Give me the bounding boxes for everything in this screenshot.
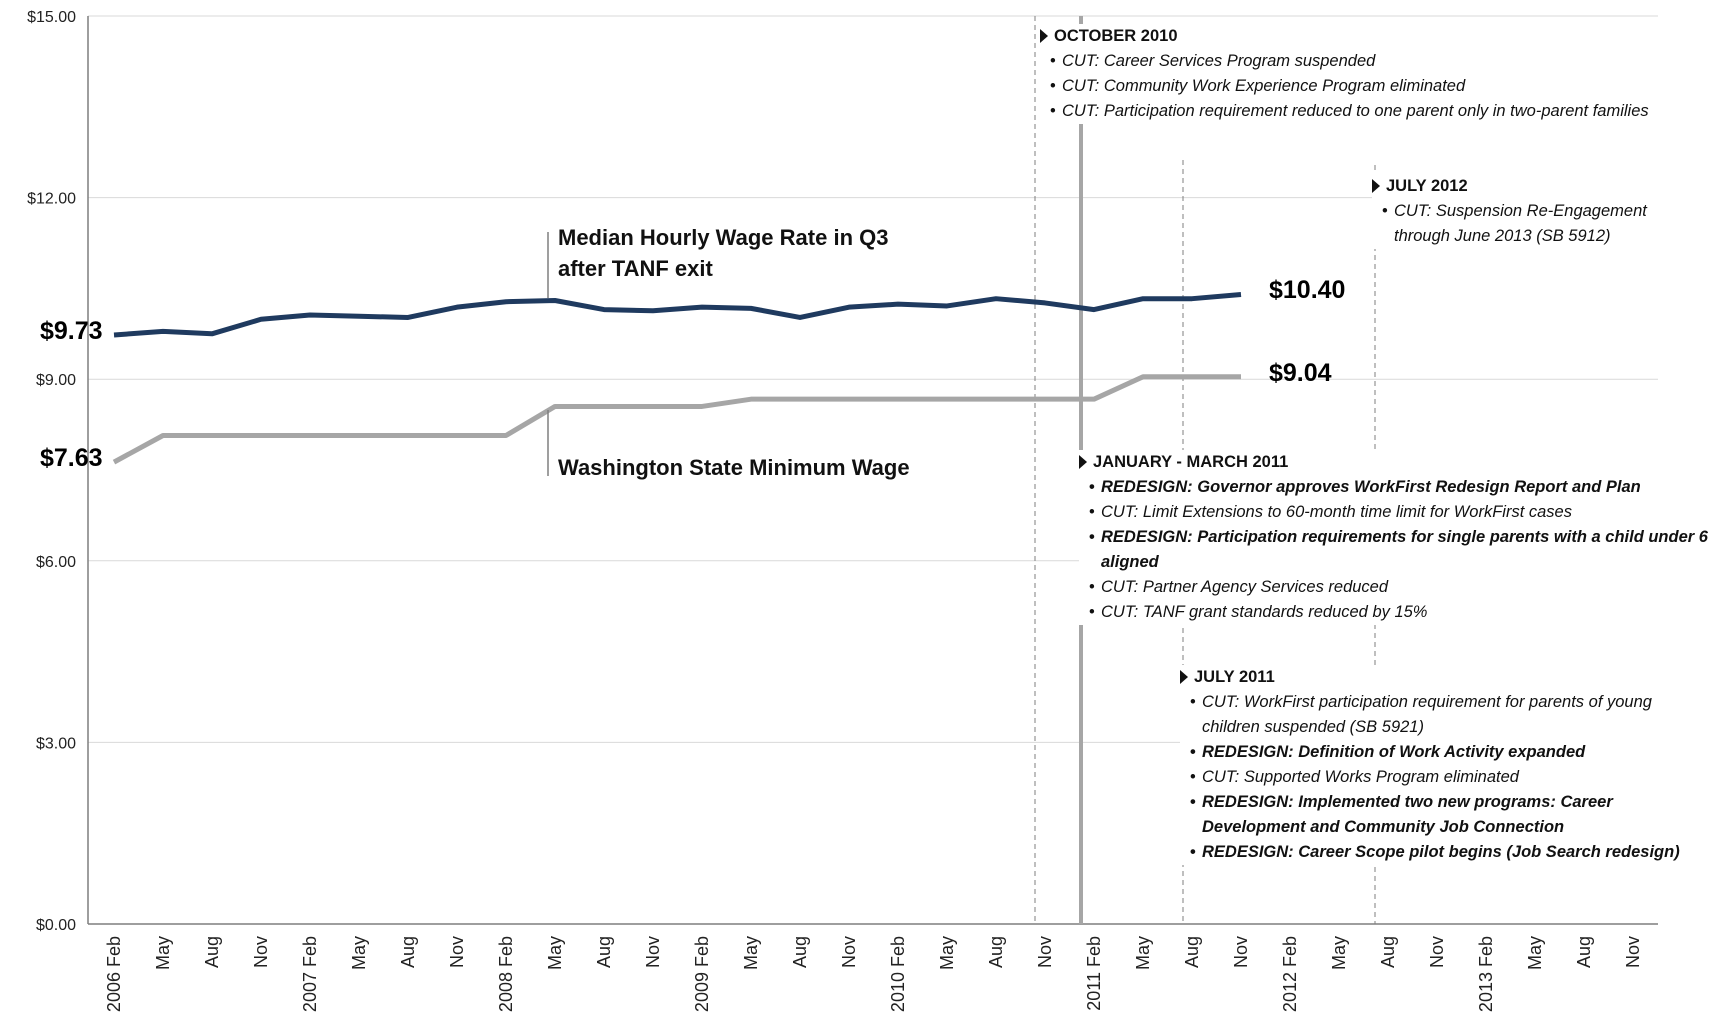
event-item: CUT: Community Work Experience Program e… [1040,74,1700,99]
event-item: CUT: TANF grant standards reduced by 15% [1079,600,1718,625]
x-tick-label: Nov [839,936,859,968]
x-tick-label: May [1525,936,1545,970]
x-tick-label: Aug [1574,936,1594,968]
x-tick-label: Nov [1623,936,1643,968]
event-item: CUT: Participation requirement reduced t… [1040,99,1700,124]
event-annotation: JULY 2012CUT: Suspension Re-Engagement t… [1372,174,1692,249]
value-label: $10.40 [1269,276,1346,305]
event-item: CUT: Career Services Program suspended [1040,49,1700,74]
y-tick-label: $6.00 [36,554,76,571]
event-item: REDESIGN: Career Scope pilot begins (Job… [1180,840,1680,865]
x-tick-label: May [1329,936,1349,970]
event-item: REDESIGN: Definition of Work Activity ex… [1180,740,1680,765]
x-tick-label: Nov [1231,936,1251,968]
event-annotation: OCTOBER 2010CUT: Career Services Program… [1040,24,1700,124]
value-label: $9.04 [1269,358,1332,387]
event-item: CUT: WorkFirst participation requirement… [1180,690,1680,740]
x-tick-label: 2008 Feb [496,936,516,1012]
x-tick-label: 2012 Feb [1280,936,1300,1012]
x-tick-label: Aug [398,936,418,968]
event-item: CUT: Suspension Re-Engagement through Ju… [1372,199,1692,249]
x-tick-label: Nov [643,936,663,968]
event-title: OCTOBER 2010 [1040,24,1700,49]
y-tick-label: $15.00 [27,9,76,26]
x-tick-label: May [1133,936,1153,970]
x-tick-label: May [545,936,565,970]
x-tick-label: Aug [1378,936,1398,968]
x-tick-label: 2006 Feb [104,936,124,1012]
x-tick-label: Aug [1182,936,1202,968]
event-item: CUT: Limit Extensions to 60-month time l… [1079,500,1718,525]
value-label: $7.63 [40,444,103,473]
series-label: Median Hourly Wage Rate in Q3 after TANF… [558,225,889,281]
x-tick-label: May [741,936,761,970]
x-tick-label: Nov [1035,936,1055,968]
y-tick-label: $0.00 [36,917,76,934]
x-tick-label: Aug [202,936,222,968]
x-tick-label: Nov [251,936,271,968]
x-tick-label: Nov [1427,936,1447,968]
x-tick-label: 2013 Feb [1476,936,1496,1012]
x-tick-label: 2010 Feb [888,936,908,1012]
x-tick-label: Aug [986,936,1006,968]
x-tick-label: May [937,936,957,970]
event-title: JULY 2012 [1372,174,1692,199]
x-tick-label: Aug [594,936,614,968]
x-tick-label: Nov [447,936,467,968]
series-line [112,374,1241,465]
event-title: JULY 2011 [1180,665,1680,690]
event-annotation: JANUARY - MARCH 2011REDESIGN: Governor a… [1079,450,1718,625]
event-item: CUT: Partner Agency Services reduced [1079,575,1718,600]
event-item: CUT: Supported Works Program eliminated [1180,765,1680,790]
x-tick-label: 2007 Feb [300,936,320,1012]
value-label: $9.73 [40,317,103,345]
event-annotation: JULY 2011CUT: WorkFirst participation re… [1180,665,1680,865]
event-item: REDESIGN: Governor approves WorkFirst Re… [1079,475,1718,500]
x-tick-label: 2011 Feb [1084,936,1104,1011]
x-tick-label: May [153,936,173,970]
x-tick-label: May [349,936,369,970]
series-label: Washington State Minimum Wage [558,455,910,480]
event-title: JANUARY - MARCH 2011 [1079,450,1718,475]
y-tick-label: $12.00 [27,191,76,208]
event-item: REDESIGN: Implemented two new programs: … [1180,790,1680,840]
series-line [113,291,1242,338]
x-tick-label: 2009 Feb [692,936,712,1012]
y-tick-label: $9.00 [36,372,76,389]
y-tick-label: $3.00 [36,735,76,752]
event-item: REDESIGN: Participation requirements for… [1079,525,1718,575]
x-tick-label: Aug [790,936,810,968]
